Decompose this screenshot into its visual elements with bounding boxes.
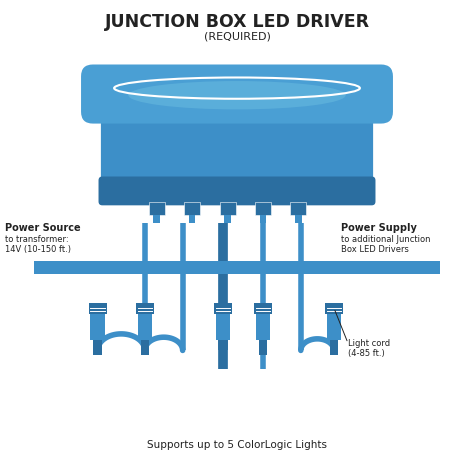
FancyBboxPatch shape bbox=[99, 176, 375, 205]
Bar bbox=[216, 314, 230, 339]
Bar bbox=[214, 303, 232, 314]
Bar bbox=[329, 339, 338, 355]
Text: Box LED Drivers: Box LED Drivers bbox=[341, 245, 409, 254]
Bar bbox=[189, 215, 195, 223]
Text: to transformer:: to transformer: bbox=[5, 235, 69, 244]
Text: Power Source: Power Source bbox=[5, 223, 81, 233]
Text: Power Supply: Power Supply bbox=[341, 223, 417, 233]
Bar bbox=[327, 314, 341, 339]
Bar bbox=[141, 339, 149, 355]
Bar bbox=[34, 261, 440, 274]
Text: Supports up to 5 ColorLogic Lights: Supports up to 5 ColorLogic Lights bbox=[147, 440, 327, 450]
Bar bbox=[224, 215, 231, 223]
Ellipse shape bbox=[128, 81, 346, 109]
FancyBboxPatch shape bbox=[101, 94, 373, 201]
Bar bbox=[254, 303, 272, 314]
Bar bbox=[219, 339, 227, 355]
Bar bbox=[149, 201, 164, 215]
Bar bbox=[219, 201, 236, 215]
Text: (REQUIRED): (REQUIRED) bbox=[203, 31, 271, 41]
Bar bbox=[34, 261, 440, 274]
Bar bbox=[91, 314, 105, 339]
Bar bbox=[89, 303, 107, 314]
Bar bbox=[184, 201, 200, 215]
Text: JUNCTION BOX LED DRIVER: JUNCTION BOX LED DRIVER bbox=[104, 12, 370, 30]
Bar bbox=[256, 314, 270, 339]
Bar bbox=[138, 314, 152, 339]
Bar bbox=[136, 303, 154, 314]
FancyBboxPatch shape bbox=[81, 64, 393, 124]
Text: to additional Junction: to additional Junction bbox=[341, 235, 430, 244]
Bar bbox=[325, 303, 343, 314]
Bar bbox=[154, 215, 160, 223]
Bar bbox=[259, 339, 267, 355]
Bar bbox=[260, 215, 266, 223]
Text: 14V (10-150 ft.): 14V (10-150 ft.) bbox=[5, 245, 72, 254]
Bar bbox=[291, 201, 307, 215]
Bar bbox=[255, 201, 271, 215]
Bar bbox=[93, 339, 102, 355]
Text: Light cord: Light cord bbox=[348, 338, 390, 347]
Bar bbox=[295, 215, 302, 223]
Text: (4-85 ft.): (4-85 ft.) bbox=[348, 349, 385, 358]
